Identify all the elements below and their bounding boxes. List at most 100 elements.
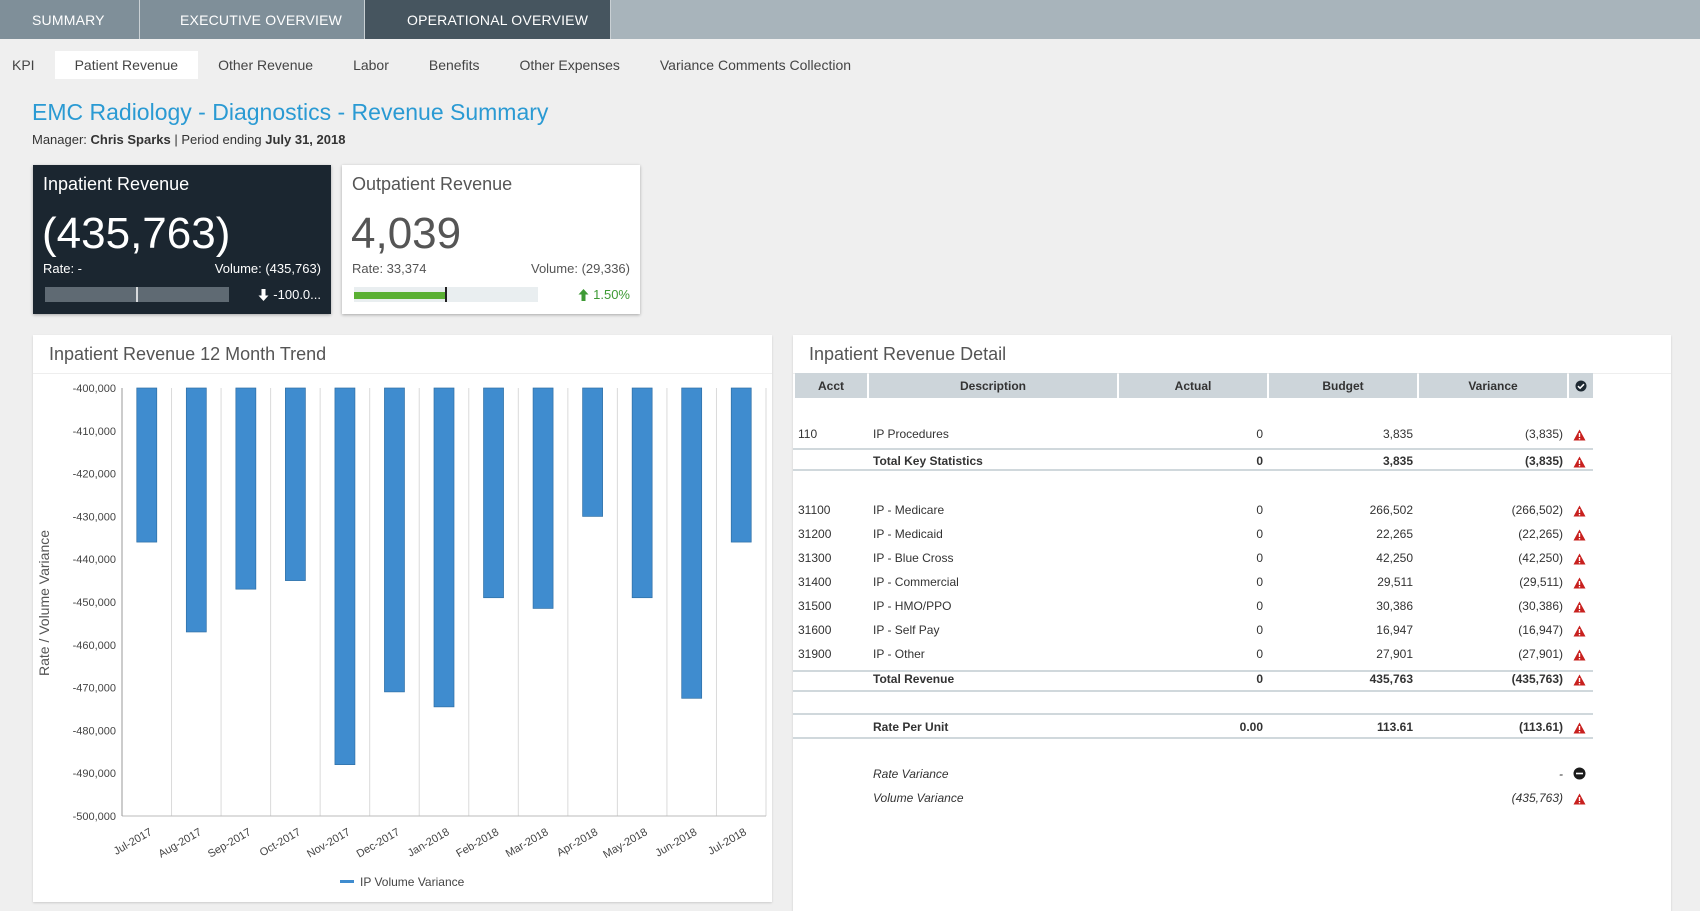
chart-bar[interactable]	[730, 387, 752, 543]
cell-description: IP - Medicaid	[873, 527, 943, 541]
cell-variance: (3,835)	[1524, 427, 1563, 441]
alert-icon[interactable]	[1573, 600, 1586, 618]
cell-budget: 42,250	[1376, 551, 1413, 565]
col-header-actual[interactable]: Actual	[1119, 373, 1267, 398]
cell-actual: 0	[1256, 575, 1263, 589]
subtab-benefits[interactable]: Benefits	[428, 57, 480, 73]
chart-bar[interactable]	[136, 387, 158, 543]
x-tick-label: Jun-2018	[653, 826, 699, 859]
kpi-rate: Rate: 33,374	[352, 261, 427, 276]
y-tick-label: -400,000	[73, 383, 116, 395]
minus-circle-icon[interactable]	[1573, 767, 1586, 785]
cell-actual: 0	[1256, 503, 1263, 517]
kpi-progress-bar	[45, 287, 229, 302]
sub-tab-bar: KPI Patient Revenue Other Revenue Labor …	[0, 39, 1700, 79]
chart-bar[interactable]	[285, 387, 306, 581]
alert-icon[interactable]	[1573, 552, 1586, 570]
alert-icon[interactable]	[1573, 428, 1586, 446]
subtab-other-revenue[interactable]: Other Revenue	[218, 57, 314, 73]
period-label: | Period ending	[174, 132, 262, 147]
alert-icon[interactable]	[1573, 504, 1586, 522]
kpi-card-outpatient[interactable]: Outpatient Revenue 4,039 Rate: 33,374 Vo…	[342, 165, 640, 314]
cell-description: Rate Per Unit	[873, 720, 949, 734]
alert-icon	[1573, 429, 1586, 441]
subtab-other-expenses[interactable]: Other Expenses	[519, 57, 620, 73]
col-header-description[interactable]: Description	[869, 373, 1117, 398]
page-title: EMC Radiology - Diagnostics - Revenue Su…	[32, 99, 549, 125]
alert-icon[interactable]	[1573, 648, 1586, 666]
tab-summary[interactable]: SUMMARY	[0, 0, 140, 39]
alert-icon[interactable]	[1573, 721, 1586, 739]
cell-description: IP - Blue Cross	[873, 551, 954, 565]
cell-acct: 31600	[798, 623, 832, 637]
top-tab-bar: SUMMARY EXECUTIVE OVERVIEW OPERATIONAL O…	[0, 0, 1700, 39]
tab-executive-overview[interactable]: EXECUTIVE OVERVIEW	[140, 0, 365, 39]
alert-icon	[1573, 674, 1586, 686]
cell-description: Rate Variance	[873, 767, 949, 781]
cell-variance: -	[1559, 767, 1563, 781]
tab-operational-overview[interactable]: OPERATIONAL OVERVIEW	[365, 0, 611, 39]
alert-icon[interactable]	[1573, 455, 1586, 473]
cell-variance: (435,763)	[1511, 791, 1563, 805]
chart-bar[interactable]	[334, 387, 356, 765]
chart-bar[interactable]	[681, 387, 703, 699]
cell-description: IP - HMO/PPO	[873, 599, 952, 613]
cell-budget: 435,763	[1369, 672, 1413, 686]
cell-variance: (266,502)	[1511, 503, 1563, 517]
kpi-value: 4,039	[351, 209, 462, 258]
chart-bar[interactable]	[631, 387, 653, 599]
alert-icon[interactable]	[1573, 624, 1586, 642]
kpi-card-inpatient[interactable]: Inpatient Revenue (435,763) Rate: - Volu…	[33, 165, 331, 314]
chart-panel: Inpatient Revenue 12 Month Trend -400,00…	[33, 335, 772, 902]
cell-actual: 0	[1256, 599, 1263, 613]
alert-icon	[1573, 505, 1586, 517]
col-header-status[interactable]	[1569, 373, 1593, 398]
kpi-progress-fill	[354, 292, 446, 299]
chart-bar[interactable]	[384, 387, 405, 693]
check-circle-icon	[1575, 380, 1587, 391]
cell-acct: 31400	[798, 575, 832, 589]
chart-bar[interactable]	[433, 387, 455, 708]
kpi-volume: Volume: (29,336)	[530, 261, 630, 276]
cell-budget: 266,502	[1369, 503, 1413, 517]
alert-icon[interactable]	[1573, 576, 1586, 594]
divider	[33, 373, 772, 374]
chart-bar[interactable]	[582, 387, 603, 517]
x-tick-label: Jul-2017	[112, 826, 155, 857]
row-separator	[793, 469, 1593, 471]
cell-description: Total Key Statistics	[873, 454, 983, 468]
chart-bar[interactable]	[483, 387, 504, 599]
subtab-labor[interactable]: Labor	[353, 57, 389, 73]
col-header-variance[interactable]: Variance	[1419, 373, 1567, 398]
x-tick-label: Nov-2017	[305, 826, 352, 860]
y-tick-label: -440,000	[73, 554, 116, 566]
x-tick-label: Aug-2017	[156, 826, 203, 860]
subtab-variance-comments[interactable]: Variance Comments Collection	[659, 57, 852, 73]
alert-icon	[1573, 625, 1586, 637]
alert-icon[interactable]	[1573, 792, 1586, 810]
cell-budget: 3,835	[1382, 454, 1413, 468]
x-tick-label: Feb-2018	[454, 826, 501, 860]
y-tick-label: -430,000	[73, 511, 116, 523]
chart-bar[interactable]	[532, 387, 554, 609]
cell-actual: 0	[1256, 427, 1263, 441]
kpi-change: 1.50%	[578, 287, 630, 302]
x-tick-label: Jul-2018	[706, 826, 749, 857]
chart-bar[interactable]	[235, 387, 257, 590]
alert-icon[interactable]	[1573, 673, 1586, 691]
alert-icon	[1573, 793, 1586, 805]
col-header-acct[interactable]: Acct	[795, 373, 867, 398]
cell-variance: (29,511)	[1519, 575, 1563, 589]
subtab-kpi[interactable]: KPI	[12, 57, 35, 73]
kpi-rate: Rate: -	[43, 261, 83, 276]
y-axis-label: Rate / Volume Variance	[36, 530, 52, 676]
alert-icon[interactable]	[1573, 528, 1586, 546]
x-tick-label: Apr-2018	[555, 826, 600, 859]
subtab-patient-revenue[interactable]: Patient Revenue	[54, 51, 199, 79]
legend-swatch	[340, 880, 354, 883]
cell-variance: (16,947)	[1518, 623, 1563, 637]
chart-bar[interactable]	[185, 387, 207, 633]
cell-description: IP - Other	[873, 647, 925, 661]
col-header-budget[interactable]: Budget	[1269, 373, 1417, 398]
kpi-change-value: 1.50%	[593, 287, 630, 302]
